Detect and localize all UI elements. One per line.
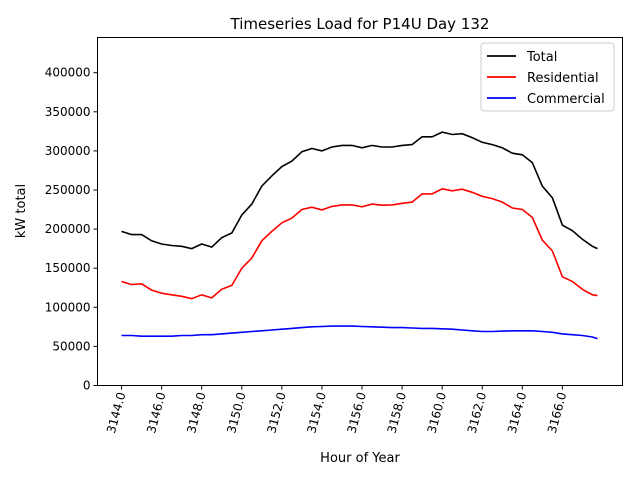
x-tick-label: 3154.0: [304, 391, 328, 435]
y-tick-label: 150000: [45, 261, 91, 275]
x-tick-label: 3148.0: [184, 391, 208, 435]
y-tick-label: 350000: [45, 105, 91, 119]
x-tick-label: 3158.0: [385, 391, 409, 435]
y-tick-label: 400000: [45, 66, 91, 80]
series-line-total: [121, 131, 598, 250]
x-tick-label: 3152.0: [264, 391, 288, 435]
y-tick-label: 50000: [52, 339, 90, 353]
legend-label: Total: [526, 50, 557, 65]
y-tick-label: 100000: [45, 300, 91, 314]
y-tick-label: 0: [83, 379, 91, 393]
y-axis-label: kW total: [14, 184, 29, 238]
x-tick-label: 3164.0: [505, 391, 529, 435]
y-tick-label: 300000: [45, 144, 91, 158]
y-tick-label: 200000: [45, 222, 91, 236]
series-line-commercial: [121, 325, 598, 340]
legend: Total Residential Commercial: [480, 42, 615, 112]
chart-title: Timeseries Load for P14U Day 132: [230, 15, 490, 33]
x-tick-label: 3150.0: [224, 391, 248, 435]
series-line-residential: [121, 187, 598, 300]
x-tick-label: 3162.0: [465, 391, 489, 435]
x-tick-label: 3160.0: [425, 391, 449, 435]
y-tick-label: 250000: [45, 183, 91, 197]
plot-frame: [97, 37, 623, 386]
x-tick-label: 3146.0: [144, 391, 168, 435]
x-tick-label: 3156.0: [345, 391, 369, 435]
x-axis-label: Hour of Year: [320, 451, 400, 466]
legend-label: Commercial: [527, 92, 605, 107]
x-tick-label: 3144.0: [104, 391, 128, 435]
x-tick-label: 3166.0: [545, 391, 569, 435]
legend-label: Residential: [527, 71, 599, 86]
